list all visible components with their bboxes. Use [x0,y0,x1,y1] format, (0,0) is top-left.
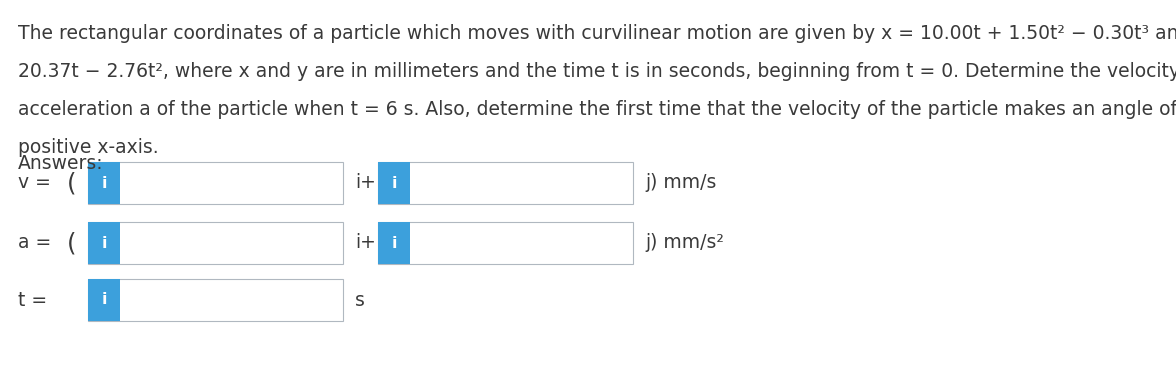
Text: t =: t = [18,291,47,310]
Bar [88,162,120,204]
Text: Answers:: Answers: [18,154,103,173]
Text: positive x-axis.: positive x-axis. [18,138,159,157]
Bar [88,222,120,264]
Text: (: ( [67,231,76,255]
Bar [88,222,343,264]
Text: v =: v = [18,173,51,193]
Text: i: i [392,175,396,191]
Text: acceleration a of the particle when t = 6 s. Also, determine the first time that: acceleration a of the particle when t = … [18,100,1176,119]
Bar [377,162,633,204]
Text: i+: i+ [355,173,376,193]
Text: i: i [101,293,107,307]
Bar [88,279,343,321]
Text: The rectangular coordinates of a particle which moves with curvilinear motion ar: The rectangular coordinates of a particl… [18,24,1176,43]
Text: j) mm/s²: j) mm/s² [644,233,724,252]
Text: i: i [392,235,396,251]
Text: i: i [101,175,107,191]
Text: (: ( [67,171,76,195]
Text: 20.37t − 2.76t², where x and y are in millimeters and the time t is in seconds, : 20.37t − 2.76t², where x and y are in mi… [18,62,1176,81]
Text: a =: a = [18,233,52,252]
Text: i+: i+ [355,233,376,252]
Text: i: i [101,235,107,251]
Text: s: s [355,291,365,310]
Bar [377,222,633,264]
Bar [377,162,410,204]
Bar [88,162,343,204]
Bar [88,279,120,321]
Bar [377,222,410,264]
Text: j) mm/s: j) mm/s [644,173,716,193]
